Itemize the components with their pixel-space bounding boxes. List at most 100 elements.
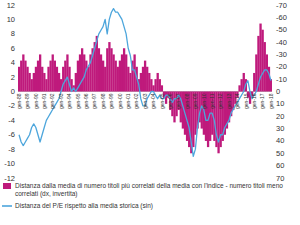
bar <box>115 61 117 92</box>
bar <box>100 54 102 91</box>
y-tick-label: 6 <box>11 44 15 53</box>
bar <box>58 73 60 92</box>
y2-tick-label: 40 <box>276 136 284 145</box>
y2-tick-label: -40 <box>276 38 287 47</box>
x-tick-label: gen-95 <box>75 93 81 109</box>
bar <box>37 61 39 92</box>
x-tick-label: gen-07 <box>175 93 181 109</box>
bar <box>129 73 131 92</box>
bar <box>31 79 33 91</box>
bar <box>98 48 100 91</box>
x-tick-label: gen-98 <box>100 93 106 109</box>
bar <box>87 67 89 92</box>
bar <box>140 73 142 92</box>
bar <box>45 79 47 91</box>
bar <box>154 79 156 91</box>
bar <box>54 61 56 92</box>
bar <box>56 67 58 92</box>
bar <box>110 48 112 91</box>
y2-tick-label: 60 <box>276 161 284 170</box>
bar <box>66 54 68 91</box>
bar <box>20 61 22 92</box>
bar <box>102 61 104 92</box>
bar <box>41 67 43 92</box>
bar <box>148 73 150 92</box>
x-tick-label: gen-04 <box>150 93 156 109</box>
bar <box>123 48 125 91</box>
bar <box>142 67 144 92</box>
bar <box>64 61 66 92</box>
bar <box>146 67 148 92</box>
y2-tick-label: -20 <box>276 62 287 71</box>
legend-label: Distanza del P/E rispetto alla media sto… <box>15 202 153 210</box>
y-tick-label: 0 <box>11 87 15 96</box>
bar <box>121 54 123 91</box>
x-tick-label: gen-02 <box>133 93 139 109</box>
legend-label: Distanza dalla media di numero titoli pi… <box>15 182 283 198</box>
bar <box>144 61 146 92</box>
bar <box>22 54 24 91</box>
x-tick-label: gen-12 <box>217 93 223 109</box>
x-tick-label: gen-90 <box>33 93 39 109</box>
legend-line: Distanza del P/E rispetto alla media sto… <box>15 202 153 210</box>
y2-tick-label: 20 <box>276 112 284 121</box>
y-tick-label: 12 <box>7 1 15 10</box>
y2-tick-label: 0 <box>276 87 280 96</box>
y-tick-label: 2 <box>11 73 15 82</box>
bar <box>161 85 163 91</box>
x-tick-label: gen-03 <box>142 93 148 109</box>
bar <box>24 61 26 92</box>
bar <box>268 67 270 92</box>
bar <box>238 85 240 91</box>
bar <box>43 73 45 92</box>
bar <box>106 48 108 91</box>
y2-tick-label: -30 <box>276 50 287 59</box>
y-tick-label: 8 <box>11 29 15 38</box>
x-tick-label: gen-88 <box>16 93 22 109</box>
bar <box>104 67 106 92</box>
bar <box>33 73 35 92</box>
bar <box>35 67 37 92</box>
y-tick-label: -8 <box>8 145 15 154</box>
bar <box>255 54 257 91</box>
x-tick-label: gen-17 <box>259 93 265 109</box>
bar <box>253 73 255 92</box>
bar <box>112 54 114 91</box>
x-tick-label: gen-91 <box>41 93 47 109</box>
y-tick-label: -6 <box>8 130 15 139</box>
bar <box>150 79 152 91</box>
y-tick-label: 10 <box>7 15 15 24</box>
bar <box>85 61 87 92</box>
bar <box>49 61 51 92</box>
chart: gen-88gen-89gen-90gen-91gen-92gen-93gen-… <box>0 0 300 225</box>
x-tick-label: gen-08 <box>184 93 190 109</box>
x-tick-label: gen-14 <box>234 93 240 109</box>
x-tick-label: gen-06 <box>167 93 173 109</box>
x-tick-label: gen-09 <box>192 93 198 109</box>
x-tick-label: gen-15 <box>243 93 249 109</box>
legend-swatch <box>3 183 11 189</box>
legend-swatch <box>2 205 12 207</box>
x-tick-label: gen-10 <box>201 93 207 109</box>
bar <box>47 67 49 92</box>
x-tick-label: gen-05 <box>159 93 165 109</box>
bar <box>119 61 121 92</box>
x-tick-label: gen-99 <box>108 93 114 109</box>
y2-tick-label: -10 <box>276 75 287 84</box>
bar <box>81 48 83 91</box>
y2-tick-label: 10 <box>276 99 284 108</box>
y-tick-label: -12 <box>4 174 15 183</box>
bar <box>127 67 129 92</box>
marks <box>18 9 272 157</box>
bar <box>125 54 127 91</box>
x-tick-label: gen-18 <box>268 93 274 109</box>
bar <box>262 30 264 92</box>
bar <box>28 73 30 92</box>
bar <box>157 73 159 92</box>
bar <box>270 79 272 91</box>
y2-tick-label: -70 <box>276 1 287 10</box>
bar <box>241 79 243 91</box>
x-tick-label: gen-97 <box>91 93 97 109</box>
x-tick-label: gen-00 <box>117 93 123 109</box>
legend-line: correlati (dx, invertita) <box>15 190 78 198</box>
